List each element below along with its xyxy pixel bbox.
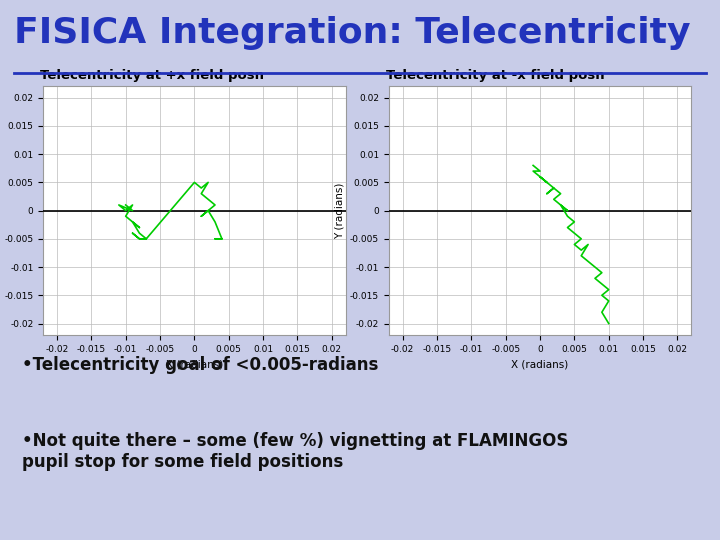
Text: Telecentricity at +x field posn: Telecentricity at +x field posn <box>40 70 264 83</box>
Text: FISICA Integration: Telecentricity: FISICA Integration: Telecentricity <box>14 16 691 50</box>
Y-axis label: Y (radians): Y (radians) <box>334 183 344 239</box>
X-axis label: X (radians): X (radians) <box>511 359 569 369</box>
Text: •Not quite there – some (few %) vignetting at FLAMINGOS
pupil stop for some fiel: •Not quite there – some (few %) vignetti… <box>22 432 568 471</box>
X-axis label: X (radians): X (radians) <box>166 359 223 369</box>
Text: •Telecentricity goal of <0.005-radians: •Telecentricity goal of <0.005-radians <box>22 356 378 374</box>
Text: Telecentricity at -x field posn: Telecentricity at -x field posn <box>386 70 604 83</box>
